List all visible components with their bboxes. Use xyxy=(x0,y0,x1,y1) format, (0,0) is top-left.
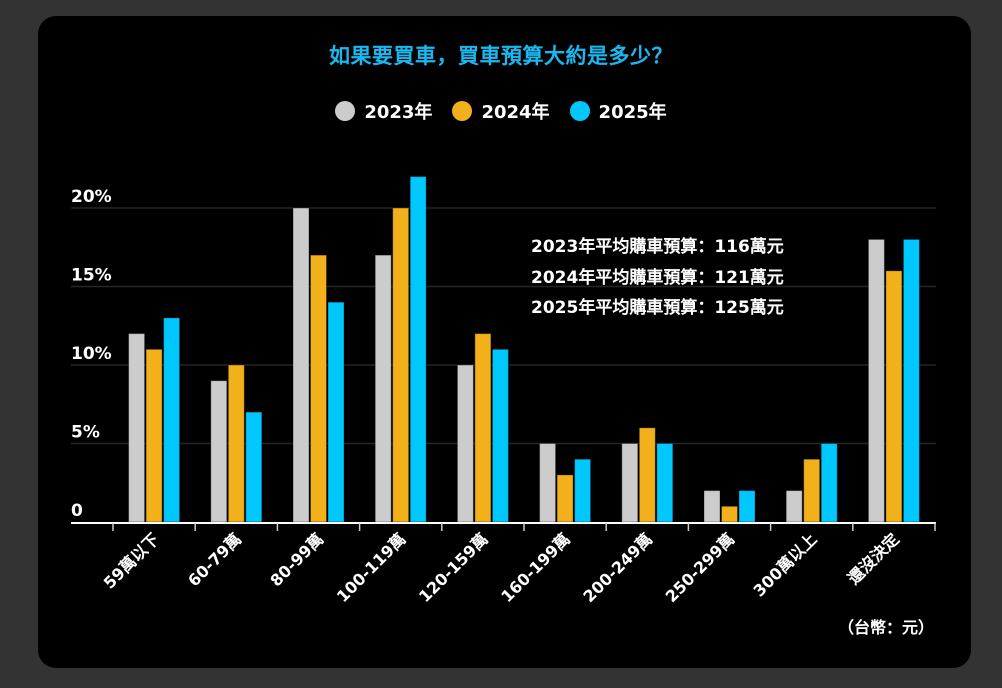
y-tick-label: 0 xyxy=(71,501,83,521)
bar-2024-9 xyxy=(885,270,903,523)
y-tick-label: 15% xyxy=(71,266,112,286)
bar-2023-7 xyxy=(703,490,721,523)
bar-2023-5 xyxy=(539,443,557,523)
bar-2023-0 xyxy=(128,333,146,523)
bar-2025-8 xyxy=(820,443,838,523)
legend: 2023年 2024年 2025年 xyxy=(0,98,1002,124)
legend-item-2025[interactable]: 2025年 xyxy=(569,98,667,124)
annotation-2024-average: 2024年平均購車預算：121萬元 xyxy=(531,268,784,288)
y-tick-label: 10% xyxy=(71,344,112,364)
x-tick-label: 60-79萬 xyxy=(184,529,245,590)
annotation-2025-average: 2025年平均購車預算：125萬元 xyxy=(531,298,784,318)
bar-2023-1 xyxy=(210,380,228,523)
bar-2025-2 xyxy=(327,301,345,523)
legend-swatch-2025 xyxy=(569,101,590,121)
bar-2025-4 xyxy=(491,348,509,523)
bar-2025-3 xyxy=(409,176,427,523)
bar-2025-0 xyxy=(163,317,181,523)
annotation-2023-average: 2023年平均購車預算：116萬元 xyxy=(531,237,784,257)
bar-2025-5 xyxy=(574,458,592,523)
legend-swatch-2024 xyxy=(452,101,473,121)
chart-card xyxy=(38,16,971,668)
legend-label-2023: 2023年 xyxy=(364,102,433,123)
bar-2024-7 xyxy=(721,505,738,523)
x-tick-label: 200-249萬 xyxy=(579,529,656,606)
bar-2024-0 xyxy=(145,348,163,523)
x-tick-label: 250-299萬 xyxy=(662,529,739,606)
bar-2023-8 xyxy=(785,490,803,523)
x-tick-label: 300萬以上 xyxy=(750,529,821,600)
bar-2025-1 xyxy=(245,411,263,523)
bar-2024-3 xyxy=(392,207,410,523)
x-tick-label: 還沒決定 xyxy=(844,529,903,588)
bar-2024-2 xyxy=(310,254,327,523)
bar-2023-4 xyxy=(456,364,474,523)
bar-2023-2 xyxy=(292,207,310,523)
y-tick-label: 20% xyxy=(71,187,112,207)
chart-title: 如果要買車，買車預算大約是多少？ xyxy=(329,44,673,68)
bar-2024-5 xyxy=(556,474,574,523)
legend-item-2024[interactable]: 2024年 xyxy=(452,98,550,124)
bar-2023-9 xyxy=(867,238,885,523)
x-tick-label: 160-199萬 xyxy=(497,529,574,606)
bar-2024-4 xyxy=(474,333,492,523)
bar-2023-6 xyxy=(621,443,639,523)
legend-label-2025: 2025年 xyxy=(598,102,667,123)
y-tick-label: 5% xyxy=(71,423,100,443)
bar-2025-6 xyxy=(656,443,674,523)
legend-swatch-2023 xyxy=(335,101,356,121)
bar-2023-3 xyxy=(374,254,392,523)
bar-2024-8 xyxy=(803,458,821,523)
legend-item-2023[interactable]: 2023年 xyxy=(335,98,432,124)
bar-2025-9 xyxy=(902,238,920,523)
bar-2024-6 xyxy=(638,427,656,523)
x-tick-label: 59萬以下 xyxy=(100,529,163,592)
x-tick-label: 120-159萬 xyxy=(415,529,492,606)
bar-2025-7 xyxy=(738,490,756,523)
x-tick-label: 80-99萬 xyxy=(266,529,327,590)
unit-note: （台幣：元） xyxy=(838,618,935,637)
legend-label-2024: 2024年 xyxy=(481,102,550,123)
bar-2024-1 xyxy=(227,364,245,523)
x-tick-label: 100-119萬 xyxy=(333,529,410,606)
